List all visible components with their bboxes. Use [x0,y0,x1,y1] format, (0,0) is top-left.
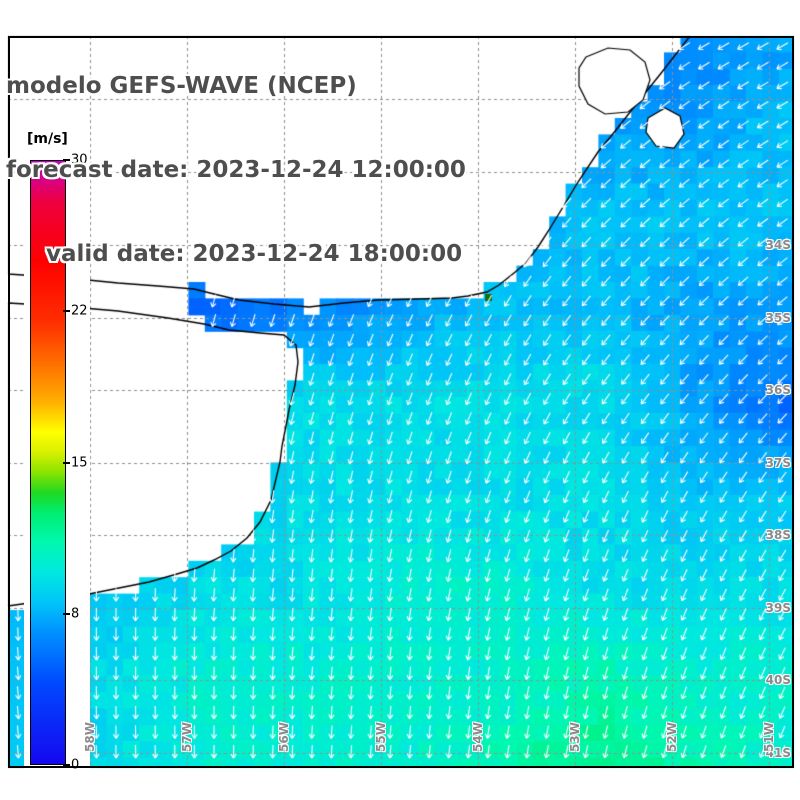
map-titles: modelo GEFS-WAVE (NCEP) forecast date: 2… [6,16,466,324]
colorbar-panel: [m/s] 30 22 15 8 0 [24,126,90,773]
colorbar-tickmark-15 [63,461,70,464]
colorbar-tick-label-22: 22 [71,303,88,319]
colorbar-tick-label-8: 8 [71,606,80,622]
lat-label-35S: 35S [765,311,791,325]
colorbar-tickmark-8 [63,612,70,615]
lat-label-37S: 37S [765,456,791,470]
lon-label-56W: 56W [277,722,291,752]
lon-label-58W: 58W [83,722,97,752]
lat-label-41S: 41S [765,746,791,760]
colorbar-tickmark-22 [63,310,70,313]
lat-label-39S: 39S [765,601,791,615]
lat-label-40S: 40S [765,673,791,687]
colorbar-unit-label: [m/s] [27,131,68,147]
model-title: modelo GEFS-WAVE (NCEP) [6,73,357,99]
valid-date: valid date: 2023-12-24 18:00:00 [46,241,463,267]
lon-label-55W: 55W [374,722,388,752]
colorbar-tickmark-0 [63,764,70,766]
colorbar-tick-label-15: 15 [71,455,88,470]
lat-label-34S: 34S [765,238,791,252]
lon-label-52W: 52W [665,722,679,752]
lon-label-51W: 51W [762,722,776,752]
colorbar-tick-label-0: 0 [71,757,80,773]
lat-label-36S: 36S [765,383,791,397]
forecast-date: forecast date: 2023-12-24 12:00:00 [6,157,466,183]
colorbar-tickmark-30 [63,159,70,161]
lon-label-54W: 54W [471,722,485,752]
lon-label-57W: 57W [180,722,194,752]
lon-label-53W: 53W [568,722,582,752]
lat-label-38S: 38S [765,528,791,542]
colorbar-tick-label-30: 30 [71,152,88,168]
